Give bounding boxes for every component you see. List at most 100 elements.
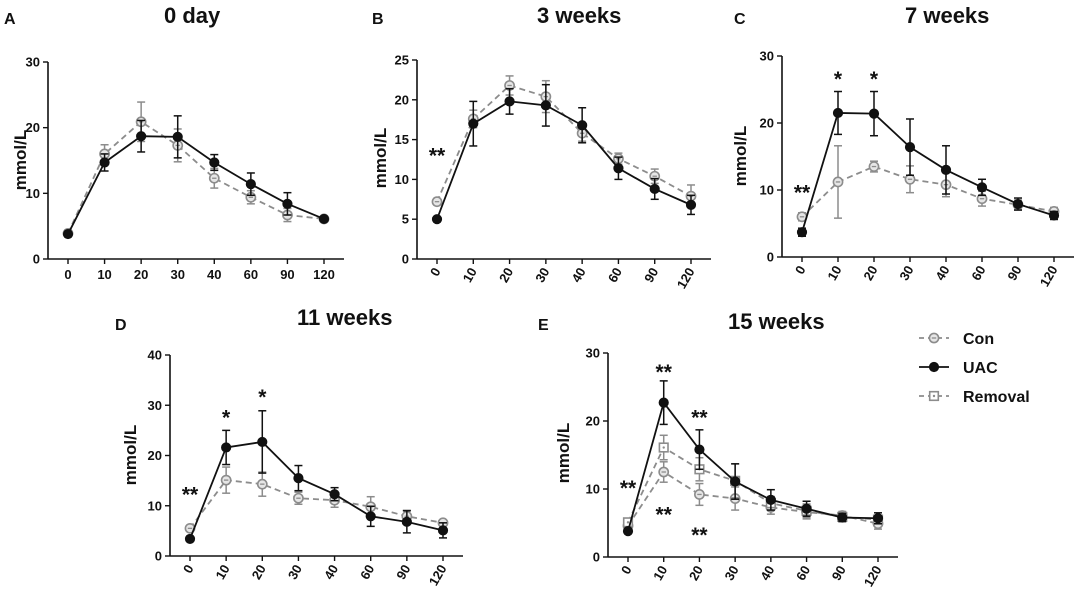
- y-tick-label: 0: [155, 549, 162, 564]
- data-point: [868, 108, 880, 119]
- data-point: [431, 196, 443, 208]
- series-uac: [431, 83, 697, 225]
- x-tick-label: 10: [97, 267, 111, 282]
- x-tick-label: 10: [460, 265, 480, 285]
- x-tick-label: 20: [860, 263, 880, 283]
- series-line: [67, 135, 325, 235]
- legend-marker: [928, 332, 940, 344]
- data-point: [184, 533, 196, 545]
- y-tick-label: 20: [760, 116, 774, 131]
- x-tick-label: 20: [686, 563, 706, 583]
- series-line: [67, 120, 325, 234]
- data-point: [293, 473, 304, 484]
- x-tick-label: 40: [207, 267, 221, 282]
- x-tick-label: 40: [569, 265, 589, 285]
- y-tick-label: 30: [760, 49, 774, 64]
- data-point: [904, 173, 916, 185]
- y-tick-label: 0: [767, 250, 774, 265]
- x-tick-label: 60: [968, 263, 988, 283]
- significance-marker: *: [834, 68, 843, 91]
- x-tick-label: 0: [180, 562, 197, 576]
- data-point: [220, 474, 232, 486]
- y-tick-label: 40: [148, 348, 162, 363]
- data-point: [136, 131, 147, 142]
- data-point: [504, 96, 515, 107]
- series-line: [436, 100, 692, 220]
- data-point: [282, 198, 293, 209]
- data-point: [868, 161, 880, 172]
- legend-marker: [928, 361, 940, 373]
- y-tick-label: 20: [586, 414, 600, 429]
- data-point: [658, 442, 669, 453]
- data-point: [832, 176, 844, 188]
- data-point: [208, 172, 220, 184]
- x-tick-label: 10: [213, 562, 233, 582]
- panel-letter: A: [4, 11, 16, 28]
- x-tick-label: 120: [674, 265, 698, 291]
- data-point: [613, 163, 624, 174]
- y-tick-label: 15: [395, 132, 409, 147]
- x-tick-label: 30: [170, 267, 184, 282]
- legend-item-removal: Removal: [919, 389, 1030, 406]
- data-point: [649, 183, 660, 195]
- x-tick-label: 120: [1037, 263, 1061, 289]
- legend-label: Removal: [963, 389, 1030, 406]
- panel-d: D 11 weeks mmol/L 0 10 20 30 40 0 10 20 30 40 60 90 120…: [115, 305, 463, 588]
- x-tick-label: 40: [321, 562, 341, 582]
- series-con: [62, 101, 330, 239]
- y-tick-label: 30: [148, 398, 162, 413]
- data-point: [431, 214, 443, 225]
- significance-marker: **: [691, 406, 708, 429]
- y-tick-label: 10: [148, 498, 162, 513]
- data-point: [796, 227, 808, 238]
- panel-title: 11 weeks: [297, 305, 392, 330]
- x-tick-label: 20: [496, 265, 516, 285]
- data-point: [837, 512, 848, 523]
- data-point: [318, 213, 330, 225]
- x-tick-label: 20: [249, 562, 269, 582]
- series-line: [189, 440, 444, 540]
- significance-marker: *: [870, 68, 879, 91]
- data-point: [468, 118, 479, 129]
- y-tick-label: 20: [26, 120, 40, 135]
- series-line: [627, 400, 879, 532]
- significance-marker: **: [691, 524, 708, 547]
- significance-marker: **: [182, 484, 199, 507]
- data-point: [256, 478, 268, 490]
- significance-marker: **: [656, 504, 673, 527]
- data-point: [622, 526, 634, 537]
- x-tick-label: 0: [64, 267, 71, 282]
- legend-label: Con: [963, 331, 994, 348]
- x-tick-label: 60: [793, 563, 813, 583]
- data-point: [437, 525, 449, 536]
- data-point: [365, 511, 376, 522]
- x-tick-label: 60: [244, 267, 258, 282]
- significance-marker: *: [258, 386, 267, 409]
- y-tick-label: 0: [33, 252, 40, 267]
- data-point: [904, 142, 916, 153]
- marker-dot: [662, 446, 665, 449]
- y-tick-label: 20: [395, 92, 409, 107]
- panel-title: 3 weeks: [537, 3, 621, 28]
- data-point: [730, 476, 741, 487]
- y-axis-label: mmol/L: [731, 126, 750, 186]
- y-axis-label: mmol/L: [554, 423, 573, 483]
- panel-letter: D: [115, 317, 127, 334]
- significance-marker: **: [656, 361, 673, 384]
- y-tick-label: 10: [586, 482, 600, 497]
- data-point: [62, 228, 74, 240]
- y-tick-label: 5: [402, 212, 409, 227]
- x-tick-label: 60: [605, 265, 625, 285]
- significance-marker: **: [620, 477, 637, 500]
- x-tick-label: 60: [357, 562, 377, 582]
- x-tick-label: 120: [426, 562, 450, 588]
- legend-item-uac: UAC: [919, 360, 998, 377]
- x-tick-label: 90: [393, 562, 413, 582]
- data-point: [872, 513, 884, 524]
- significance-marker: **: [794, 181, 811, 204]
- data-point: [99, 157, 110, 168]
- x-tick-label: 0: [618, 563, 635, 577]
- chart-panels: A 0 day mmol/L 0 10 20 30 0 10 20 30 40 60 90 120 B 3 we…: [4, 3, 1074, 589]
- data-point: [329, 489, 340, 500]
